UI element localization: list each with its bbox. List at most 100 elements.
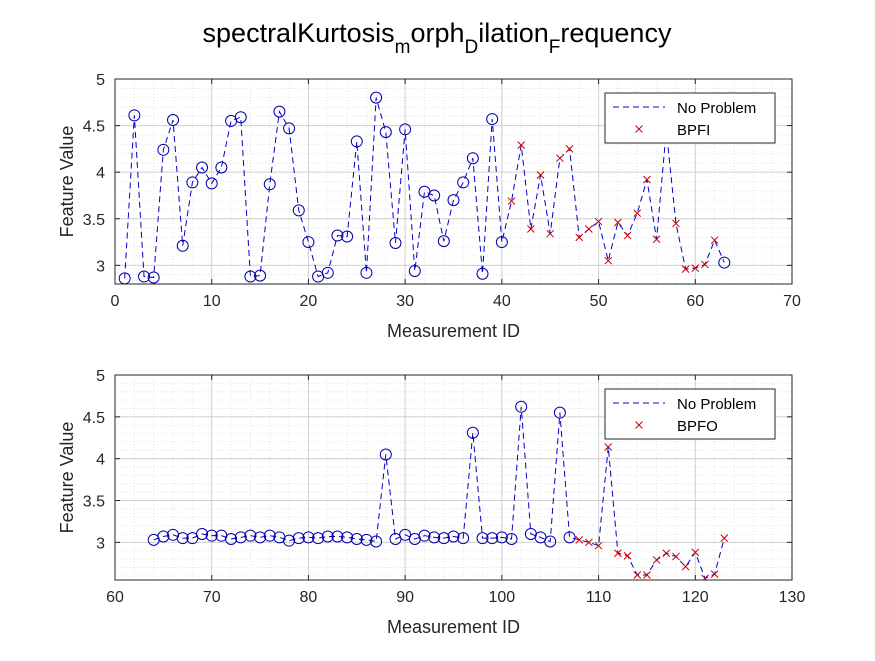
- x-tick-label: 110: [586, 589, 612, 606]
- title-part: spectralKurtosis: [203, 18, 395, 48]
- x-marker-stroke: [594, 217, 603, 226]
- data-point-bpfi: [623, 231, 632, 240]
- data-point-no-problem: [254, 531, 267, 544]
- data-point-no-problem: [505, 533, 518, 545]
- x-tick-label: 30: [396, 293, 414, 310]
- data-point-no-problem: [341, 230, 354, 243]
- data-point-bpfi: [556, 154, 564, 163]
- data-point-no-problem: [466, 426, 479, 439]
- data-point-no-problem: [176, 239, 189, 252]
- x-marker-stroke: [604, 443, 613, 451]
- top-subplot: 0 10 20 30 40 50 60 70 3 3.5 4 4.5 5 Measurement ID Fe…: [57, 72, 801, 341]
- y-tick-label: 4: [96, 165, 105, 182]
- x-marker-stroke: [662, 549, 671, 558]
- data-point-no-problem: [331, 530, 344, 543]
- data-point-no-problem: [428, 189, 441, 202]
- data-point-bpfi: [672, 219, 680, 228]
- x-tick-label: 90: [396, 589, 414, 606]
- data-point-bpfi: [594, 217, 603, 226]
- data-point-bpfi: [681, 265, 690, 273]
- y-tick-label: 5: [96, 368, 105, 385]
- data-point-bpfi: [710, 236, 719, 245]
- x-marker-stroke: [575, 233, 584, 242]
- data-point-bpfo: [623, 551, 632, 560]
- data-point-no-problem: [167, 114, 180, 126]
- x-marker-stroke: [633, 571, 642, 579]
- data-point-no-problem: [544, 535, 557, 548]
- data-point-bpfi: [652, 235, 661, 244]
- data-point-bpfi: [585, 225, 593, 233]
- data-point-bpfi: [507, 197, 516, 205]
- data-point-no-problem: [196, 527, 209, 540]
- data-point-no-problem: [118, 272, 131, 284]
- data-point-bpfo: [604, 443, 613, 451]
- title-part: D: [464, 37, 478, 58]
- data-point-no-problem: [302, 531, 315, 544]
- data-point-no-problem: [263, 529, 276, 542]
- x-marker-stroke: [702, 574, 709, 580]
- data-point-no-problem: [205, 529, 218, 542]
- data-point-no-problem: [292, 532, 305, 545]
- data-point-no-problem: [418, 529, 431, 542]
- data-point-no-problem: [389, 237, 402, 249]
- x-marker-stroke: [565, 145, 574, 153]
- data-point-no-problem: [495, 531, 508, 544]
- data-point-bpfo: [594, 541, 603, 550]
- data-point-no-problem: [718, 256, 731, 269]
- data-point-bpfo: [633, 571, 642, 579]
- x-marker-stroke: [517, 141, 526, 150]
- y-axis-label: Feature Value: [57, 126, 77, 238]
- data-point-no-problem: [428, 531, 441, 544]
- data-point-no-problem: [283, 534, 296, 547]
- data-point-no-problem: [244, 529, 257, 542]
- y-tick-label: 3: [96, 535, 105, 552]
- data-point-no-problem: [321, 530, 334, 543]
- y-tick-label: 4.5: [83, 410, 105, 427]
- title-part: m: [395, 37, 411, 58]
- axes-box: [114, 78, 793, 285]
- axes-box: [114, 374, 793, 581]
- x-tick-label: 100: [489, 589, 516, 606]
- y-tick-label: 5: [96, 72, 105, 89]
- x-marker-stroke: [633, 209, 642, 218]
- x-tick-label: 120: [682, 589, 709, 606]
- x-marker-stroke: [720, 534, 729, 543]
- x-tick-label: 40: [493, 293, 511, 310]
- data-point-no-problem: [273, 105, 286, 118]
- legend-label-no-problem: No Problem: [677, 100, 756, 117]
- x-marker-stroke: [585, 225, 593, 233]
- data-point-no-problem: [379, 126, 392, 139]
- data-point-bpfi: [527, 225, 535, 233]
- x-tick-label: 60: [686, 293, 704, 310]
- data-point-bpfo: [575, 535, 584, 544]
- data-point-bpfo: [614, 549, 622, 558]
- bottom-subplot: 60 70 80 90 100 110 120 130 3 3.5 4 4.5 5 Measurement…: [57, 368, 805, 637]
- title-part: ilation: [478, 18, 549, 48]
- data-point-bpfo: [662, 549, 671, 558]
- data-point-no-problem: [360, 533, 373, 546]
- x-marker-stroke: [710, 570, 719, 578]
- x-marker-stroke: [575, 535, 584, 544]
- series-group: [118, 91, 731, 284]
- data-point-no-problem: [234, 111, 247, 124]
- x-marker-stroke: [623, 231, 632, 240]
- data-point-bpfi: [701, 260, 709, 269]
- data-point-no-problem: [447, 530, 460, 543]
- x-marker-stroke: [701, 260, 709, 269]
- x-marker-stroke: [614, 218, 622, 227]
- legend-box: [604, 92, 776, 144]
- y-tick-label: 3.5: [83, 212, 105, 229]
- data-point-bpfo: [681, 562, 690, 571]
- data-point-no-problem: [292, 204, 305, 217]
- x-marker-stroke: [536, 171, 545, 179]
- legend-marker-fault: [635, 421, 643, 429]
- data-point-no-problem: [138, 270, 151, 283]
- x-tick-label: 0: [111, 293, 120, 310]
- data-point-bpfi: [643, 175, 651, 184]
- data-point-no-problem: [476, 532, 489, 545]
- legend-label-fault: BPFO: [677, 418, 718, 435]
- data-point-bpfi: [614, 218, 622, 227]
- x-axis-label: Measurement ID: [387, 617, 520, 637]
- x-marker-stroke: [643, 175, 651, 184]
